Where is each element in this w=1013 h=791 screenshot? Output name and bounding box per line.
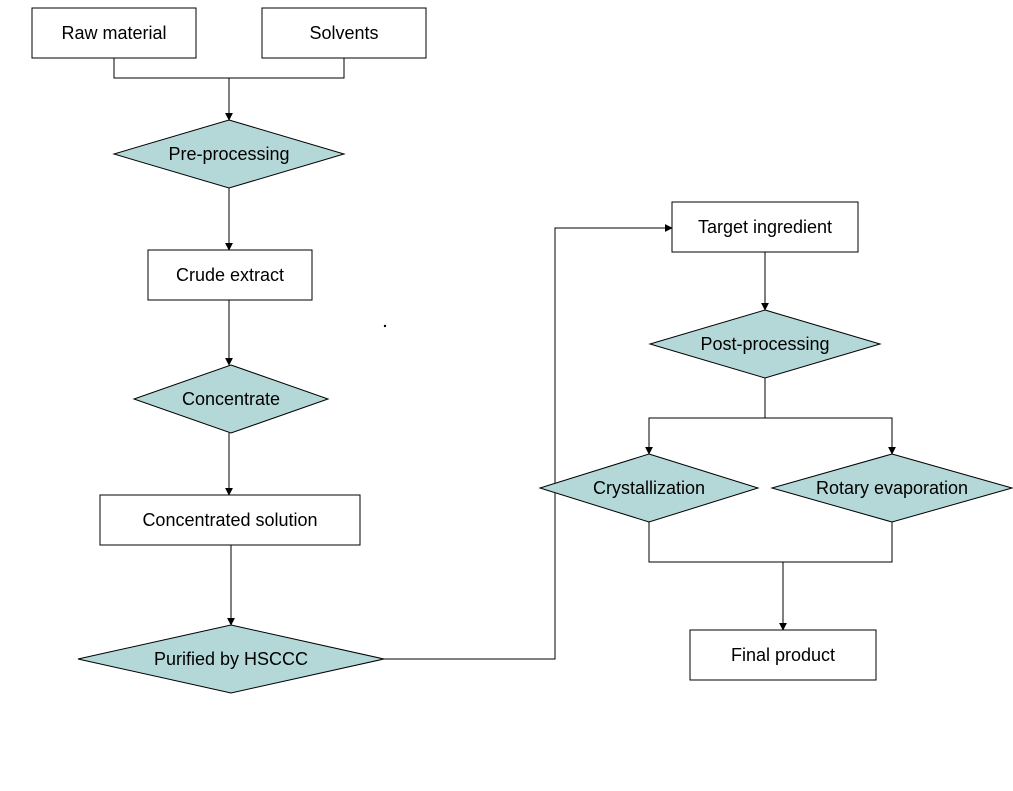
node-post_processing: Post-processing [650,310,880,378]
node-rotary: Rotary evaporation [772,454,1012,522]
node-concentrate: Concentrate [134,365,328,433]
edge-6 [384,228,672,659]
node-raw_material: Raw material [32,8,196,58]
node-conc_solution: Concentrated solution [100,495,360,545]
label-crystallization: Crystallization [593,478,705,498]
node-solvents: Solvents [262,8,426,58]
label-solvents: Solvents [309,23,378,43]
node-pre_processing: Pre-processing [114,120,344,188]
label-raw_material: Raw material [61,23,166,43]
node-crude_extract: Crude extract [148,250,312,300]
label-purified: Purified by HSCCC [154,649,308,669]
stray-dot [384,325,386,327]
node-purified: Purified by HSCCC [78,625,384,693]
node-crystallization: Crystallization [540,454,758,522]
edge-0 [114,58,344,78]
label-concentrate: Concentrate [182,389,280,409]
label-target: Target ingredient [698,217,832,237]
edge-8 [649,378,765,454]
nodes: Raw material Solvents Pre-processing Crude … [32,8,1012,693]
node-target: Target ingredient [672,202,858,252]
label-crude_extract: Crude extract [176,265,284,285]
label-rotary: Rotary evaporation [816,478,968,498]
label-pre_processing: Pre-processing [168,144,289,164]
node-final_product: Final product [690,630,876,680]
edge-10 [649,522,892,562]
label-final_product: Final product [731,645,835,665]
label-post_processing: Post-processing [700,334,829,354]
edge-9 [765,418,892,454]
label-conc_solution: Concentrated solution [142,510,317,530]
